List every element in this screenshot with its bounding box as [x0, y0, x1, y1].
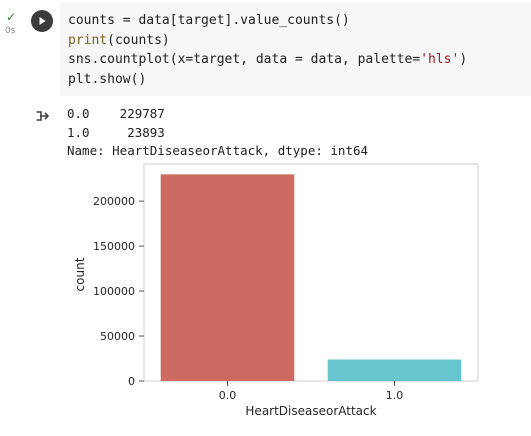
y-tick-label: 200000: [93, 195, 135, 208]
output-line: 0.0 229787: [67, 106, 165, 121]
code-line: plt.show(): [68, 71, 147, 87]
output-line: Name: HeartDiseaseorAttack, dtype: int64: [67, 143, 369, 158]
y-tick-label: 100000: [93, 285, 135, 298]
output-line: 1.0 23893: [67, 124, 165, 140]
x-tick-label: 1.0: [386, 389, 404, 402]
y-tick-label: 0: [128, 375, 135, 388]
code-line: print(counts): [68, 32, 170, 48]
code-line: counts = data[target].value_counts(): [68, 13, 350, 28]
bar: [327, 359, 462, 381]
code-text[interactable]: counts = data[target].value_counts() pri…: [68, 11, 467, 89]
code-line: sns.countplot(x=target, data = data, pal…: [68, 52, 468, 67]
bar: [160, 174, 295, 381]
play-icon: [39, 17, 46, 25]
cell-output-text: 0.0 229787 1.0 23893 Name: HeartDiseaseo…: [67, 105, 368, 161]
cell-success-check-icon: ✓: [6, 10, 17, 24]
y-axis-label: count: [73, 257, 87, 291]
output-menu-icon[interactable]: [35, 108, 50, 127]
x-tick-label: 0.0: [219, 389, 237, 402]
run-cell-button[interactable]: [31, 10, 53, 32]
cell-exec-time: 0s: [5, 26, 16, 36]
y-tick-label: 50000: [100, 330, 135, 343]
y-tick-label: 150000: [93, 240, 135, 253]
x-axis-label: HeartDiseaseorAttack: [245, 404, 376, 418]
code-editor[interactable]: counts = data[target].value_counts() pri…: [60, 2, 531, 96]
